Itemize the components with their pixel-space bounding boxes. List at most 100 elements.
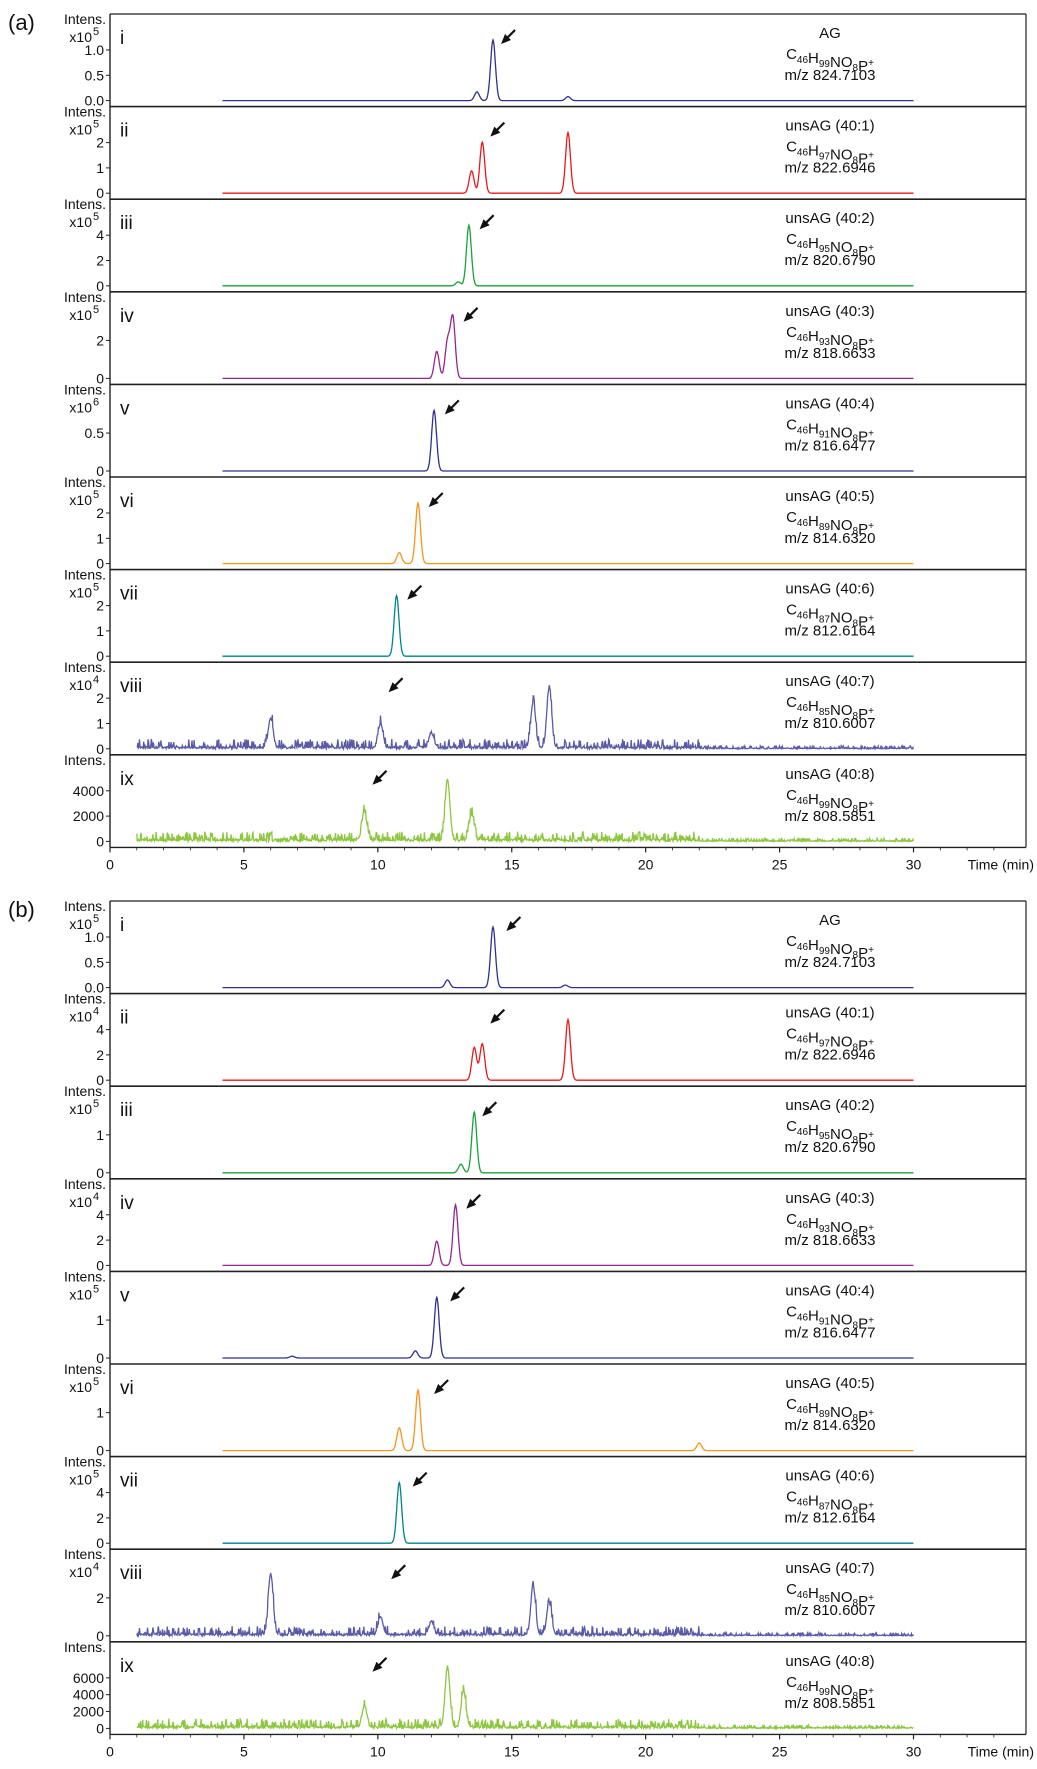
intensity-scale: x10 bbox=[69, 1009, 92, 1025]
molecular-formula: C46H93NO8P+ bbox=[786, 1211, 874, 1240]
intensity-scale: x10 bbox=[69, 1379, 92, 1395]
y-tick-label: 0 bbox=[96, 833, 104, 849]
intensity-exponent: 5 bbox=[93, 489, 99, 501]
intensity-exponent: 5 bbox=[93, 304, 99, 316]
molecular-formula: C46H97NO8P+ bbox=[786, 1026, 874, 1055]
intensity-scale: x10 bbox=[69, 214, 92, 230]
molecular-formula: C46H99NO8P+ bbox=[786, 1674, 874, 1703]
x-axis-label: Time (min) bbox=[968, 1743, 1034, 1759]
y-tick-label: 0 bbox=[96, 1720, 104, 1736]
trace-viii: Intens. x10 4 viii 0 1 2 unsAG (40:7) C46H85NO8P… bbox=[64, 659, 1026, 757]
peak-arrowhead bbox=[506, 921, 517, 931]
trace-vii: Intens. x10 5 vii 0 2 4 unsAG (40:6) C46H87NO8P+… bbox=[64, 1454, 1026, 1551]
chromatogram-line bbox=[222, 130, 914, 194]
chromatogram-line bbox=[136, 1572, 915, 1639]
molecular-formula: C46H95NO8P+ bbox=[786, 231, 874, 260]
trace-numeral: vi bbox=[120, 491, 134, 512]
molecular-formula: C46H91NO8P+ bbox=[786, 1303, 874, 1332]
y-tick-label: 2 bbox=[96, 690, 104, 706]
mz-value: m/z 812.6164 bbox=[785, 1510, 876, 1527]
mz-value: m/z 822.6946 bbox=[785, 1047, 876, 1064]
intensity-label: Intens. bbox=[64, 1361, 106, 1377]
y-tick-label: 6000 bbox=[73, 1670, 104, 1686]
mz-value: m/z 816.6477 bbox=[785, 437, 876, 454]
y-tick-label: 1 bbox=[96, 160, 104, 176]
intensity-label: Intens. bbox=[64, 567, 106, 583]
intensity-scale: x10 bbox=[69, 585, 92, 601]
chromatogram-line bbox=[222, 1110, 914, 1174]
molecular-formula: C46H89NO8P+ bbox=[786, 1396, 874, 1425]
trace-viii: Intens. x10 4 viii 0 2 unsAG (40:7) C46H85NO8P+… bbox=[64, 1546, 1026, 1644]
peak-arrowhead bbox=[490, 126, 501, 137]
compound-name: unsAG (40:6) bbox=[785, 581, 874, 598]
compound-name: unsAG (40:5) bbox=[785, 488, 874, 505]
x-tick-label: 30 bbox=[906, 856, 922, 872]
trace-numeral: iii bbox=[120, 1100, 133, 1121]
trace-ix: Intens. ix 0 2000 4000 unsAG (40:8) C46H99NO8P… bbox=[64, 752, 1026, 849]
compound-name: unsAG (40:5) bbox=[785, 1375, 874, 1392]
chromatogram-line bbox=[222, 314, 914, 380]
y-tick-label: 4 bbox=[96, 227, 104, 243]
trace-numeral: iv bbox=[120, 306, 134, 327]
intensity-label: Intens. bbox=[64, 381, 106, 397]
intensity-scale: x10 bbox=[69, 1101, 92, 1117]
x-tick-label: 15 bbox=[504, 856, 520, 872]
compound-name: unsAG (40:1) bbox=[785, 1005, 874, 1022]
peak-arrowhead bbox=[412, 1476, 423, 1487]
trace-numeral: ii bbox=[120, 1008, 128, 1029]
trace-vi: Intens. x10 5 vi 0 1 unsAG (40:5) C46H89NO8P+m/… bbox=[64, 1361, 1026, 1459]
chromatogram-line bbox=[222, 223, 914, 287]
intensity-exponent: 5 bbox=[93, 1469, 99, 1481]
intensity-label: Intens. bbox=[64, 474, 106, 490]
intensity-exponent: 6 bbox=[93, 396, 99, 408]
intensity-label: Intens. bbox=[64, 1176, 106, 1192]
y-tick-label: 0 bbox=[96, 741, 104, 757]
trace-i: Intens. x10 5 i 0.0 0.5 1.0 AG C46H99NO8P+m/z 82… bbox=[64, 898, 1026, 996]
intensity-scale: x10 bbox=[69, 122, 92, 138]
trace-numeral: i bbox=[120, 28, 124, 49]
molecular-formula: C46H99NO8P+ bbox=[786, 787, 874, 816]
molecular-formula: C46H85NO8P+ bbox=[786, 1581, 874, 1610]
compound-name: unsAG (40:7) bbox=[785, 673, 874, 690]
peak-arrowhead bbox=[372, 1661, 383, 1672]
peak-arrowhead bbox=[434, 1384, 445, 1394]
intensity-exponent: 4 bbox=[93, 674, 99, 686]
intensity-scale: x10 bbox=[69, 1286, 92, 1302]
intensity-exponent: 5 bbox=[93, 582, 99, 594]
peak-arrowhead bbox=[407, 589, 418, 600]
trace-numeral: viii bbox=[120, 1563, 142, 1584]
intensity-scale: x10 bbox=[69, 29, 92, 45]
chromatogram-line bbox=[222, 37, 914, 102]
intensity-scale: x10 bbox=[69, 1194, 92, 1210]
y-tick-label: 0 bbox=[96, 1072, 104, 1088]
intensity-exponent: 4 bbox=[93, 1006, 99, 1018]
mz-value: m/z 810.6007 bbox=[785, 715, 876, 732]
trace-numeral: viii bbox=[120, 676, 142, 697]
y-tick-label: 4000 bbox=[73, 783, 104, 799]
trace-numeral: vii bbox=[120, 584, 138, 605]
y-tick-label: 0 bbox=[96, 1535, 104, 1551]
x-tick-label: 20 bbox=[638, 1743, 654, 1759]
peak-arrowhead bbox=[450, 1291, 461, 1302]
intensity-exponent: 4 bbox=[93, 1191, 99, 1203]
intensity-label: Intens. bbox=[64, 991, 106, 1007]
chromatogram-line bbox=[136, 685, 915, 752]
y-tick-label: 0 bbox=[96, 1165, 104, 1181]
molecular-formula: C46H93NO8P+ bbox=[786, 324, 874, 353]
intensity-label: Intens. bbox=[64, 1083, 106, 1099]
molecular-formula: C46H95NO8P+ bbox=[786, 1118, 874, 1147]
y-tick-label: 1 bbox=[96, 530, 104, 546]
panel-label: (b) bbox=[8, 897, 35, 922]
intensity-exponent: 5 bbox=[93, 1283, 99, 1295]
y-tick-label: 0 bbox=[96, 370, 104, 386]
mz-value: m/z 820.6790 bbox=[785, 252, 876, 269]
y-tick-label: 1.0 bbox=[85, 929, 105, 945]
x-tick-label: 5 bbox=[240, 1743, 248, 1759]
molecular-formula: C46H99NO8P+ bbox=[786, 933, 874, 962]
chromatogram-line bbox=[222, 408, 914, 472]
compound-name: unsAG (40:4) bbox=[785, 1282, 874, 1299]
y-tick-label: 0 bbox=[96, 463, 104, 479]
x-tick-label: 10 bbox=[370, 856, 386, 872]
compound-name: unsAG (40:7) bbox=[785, 1560, 874, 1577]
